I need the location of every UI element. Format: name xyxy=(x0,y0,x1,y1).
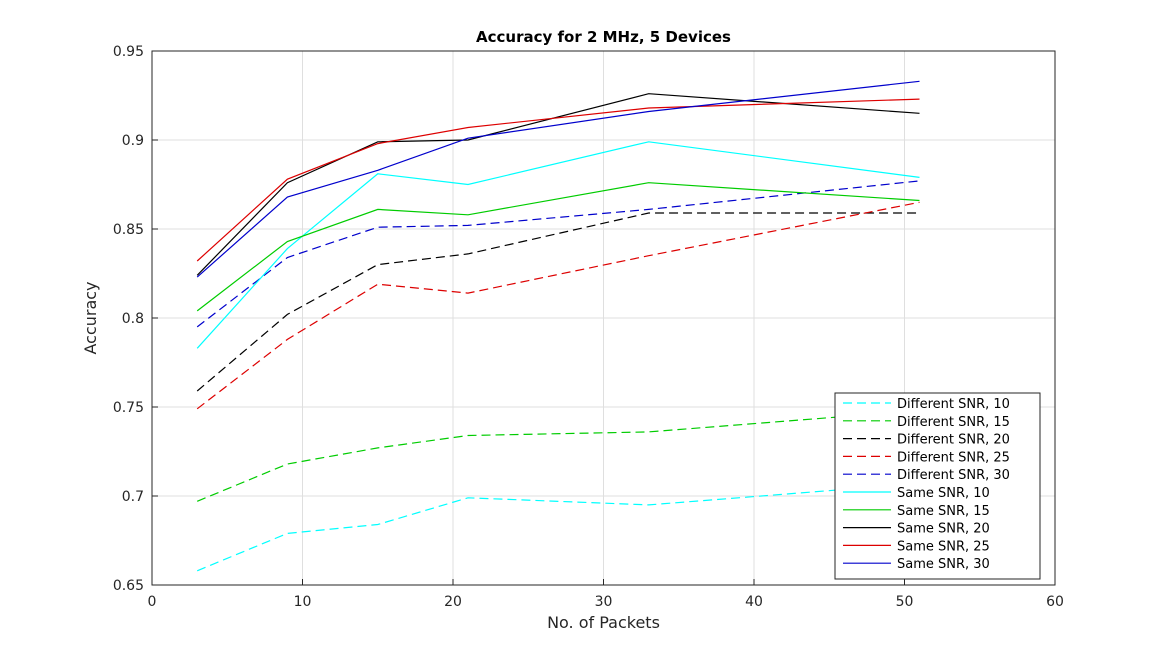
chart-title: Accuracy for 2 MHz, 5 Devices xyxy=(476,28,731,46)
series-line-2 xyxy=(196,410,920,502)
legend-label: Different SNR, 10 xyxy=(897,397,1010,412)
y-tick-label: 0.9 xyxy=(122,133,144,149)
x-tick-label: 10 xyxy=(294,594,312,610)
legend-label: Same SNR, 30 xyxy=(897,557,990,572)
legend-label: Different SNR, 15 xyxy=(897,415,1010,430)
y-tick-label: 0.7 xyxy=(122,489,144,505)
x-tick-label: 20 xyxy=(444,594,462,610)
legend-label: Same SNR, 25 xyxy=(897,539,990,554)
y-tick-label: 0.85 xyxy=(113,222,144,238)
x-axis-title: No. of Packets xyxy=(547,613,660,632)
legend-label: Same SNR, 15 xyxy=(897,504,990,519)
legend-label: Different SNR, 30 xyxy=(897,468,1010,483)
series-line-3 xyxy=(196,212,920,392)
legend-label: Same SNR, 20 xyxy=(897,522,990,537)
x-tick-label: 50 xyxy=(896,594,914,610)
legend-box xyxy=(834,392,1041,580)
series-line-1 xyxy=(196,482,920,572)
y-tick-label: 0.8 xyxy=(122,311,144,327)
series-line-4 xyxy=(196,201,920,410)
legend: Different SNR, 10 Different SNR, 15 Differ… xyxy=(834,392,1041,580)
x-tick-label: 0 xyxy=(148,594,157,610)
x-tick-label: 30 xyxy=(595,594,613,610)
series-line-10 xyxy=(196,80,920,278)
legend-label: Same SNR, 10 xyxy=(897,486,990,501)
legend-label: Different SNR, 20 xyxy=(897,433,1010,448)
series-line-7 xyxy=(196,182,920,312)
x-tick-label: 60 xyxy=(1046,594,1064,610)
y-tick-label: 0.75 xyxy=(113,400,144,416)
series-line-5 xyxy=(196,180,920,328)
y-axis-title: Accuracy xyxy=(81,281,100,354)
series-lines xyxy=(196,80,920,572)
x-tick-label: 40 xyxy=(745,594,763,610)
legend-label: Different SNR, 25 xyxy=(897,450,1010,465)
axis-ticks: 0 10 20 30 40 50 60 0.65 0.7 0.75 0.8 0.85 0.9 0.95 xyxy=(113,44,1064,610)
series-line-6 xyxy=(196,141,920,349)
series-line-8 xyxy=(196,93,920,276)
y-tick-label: 0.95 xyxy=(113,44,144,60)
y-tick-label: 0.65 xyxy=(113,578,144,594)
